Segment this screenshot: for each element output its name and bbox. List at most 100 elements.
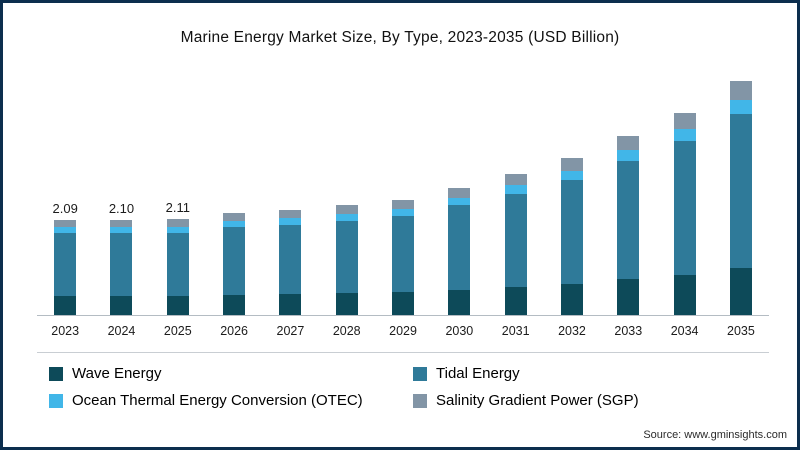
x-axis-label: 2028: [332, 324, 361, 338]
bar-segment: [392, 215, 415, 292]
bar-segment: [448, 289, 471, 315]
bar-segment: [54, 233, 77, 296]
legend-item-sgp: Salinity Gradient Power (SGP): [413, 392, 777, 409]
bar-segment: [560, 170, 583, 181]
wave-energy-swatch: [49, 366, 63, 381]
stacked-bar: [504, 174, 527, 315]
legend-item-otec: Ocean Thermal Energy Conversion (OTEC): [49, 392, 413, 409]
bar-segment: [279, 294, 302, 315]
chart-title: Marine Energy Market Size, By Type, 2023…: [180, 29, 620, 46]
bar-segment: [335, 205, 358, 214]
bar-segment: [560, 180, 583, 284]
plot-wrap: 2.09 2.10 2.11: [37, 65, 769, 316]
bar-segment: [166, 219, 189, 227]
bar-group-2028: [319, 65, 375, 315]
bar-group-2031: [488, 65, 544, 315]
plot-area: 2.09 2.10 2.11: [37, 65, 769, 316]
legend-label: Ocean Thermal Energy Conversion (OTEC): [72, 392, 363, 409]
stacked-bar: [448, 187, 471, 315]
bar-value-label: 2.09: [52, 201, 78, 217]
bar-segment: [110, 295, 133, 315]
bar-segment: [617, 160, 640, 280]
bar-segment: [392, 200, 415, 210]
bar-segment: [673, 112, 696, 129]
x-axis-labels: 2023 2024 2025 2026 2027 2028 2029 2030 2031 2032…: [37, 316, 769, 353]
legend-item-wave-energy: Wave Energy: [49, 365, 413, 382]
bar-segment: [504, 185, 527, 194]
bar-segment: [504, 193, 527, 287]
bar-segment: [560, 283, 583, 315]
bar-segment: [110, 226, 133, 233]
bar-segment: [223, 212, 246, 221]
legend-label: Wave Energy: [72, 365, 162, 382]
bar-group-2025: 2.11: [150, 65, 206, 315]
bar-segment: [335, 220, 358, 294]
stacked-bar: [560, 158, 583, 315]
stacked-bar: [392, 200, 415, 315]
x-axis-label: 2032: [558, 324, 586, 338]
x-axis-label: 2031: [501, 324, 530, 338]
stacked-bar: [729, 81, 752, 315]
bar-segment: [504, 174, 527, 186]
sgp-swatch: [413, 393, 427, 408]
bar-segment: [279, 218, 302, 225]
legend-label: Tidal Energy: [436, 365, 520, 382]
x-axis-label: 2035: [727, 324, 755, 338]
bar-segment: [617, 149, 640, 161]
stacked-bar: [279, 209, 302, 315]
x-axis-label: 2025: [163, 324, 192, 338]
bar-segment: [110, 232, 133, 296]
bar-value-label: 2.11: [165, 200, 190, 216]
bar-group-2026: [206, 65, 262, 315]
bar-segment: [448, 205, 471, 290]
bar-segment: [617, 279, 640, 315]
bar-segment: [54, 295, 77, 315]
bar-segment: [166, 232, 189, 296]
legend: Wave Energy Tidal Energy Ocean Thermal E…: [3, 353, 797, 409]
stacked-bar: [110, 219, 133, 315]
legend-label: Salinity Gradient Power (SGP): [436, 392, 639, 409]
bar-segment: [560, 158, 583, 171]
tidal-energy-swatch: [413, 366, 427, 381]
legend-item-tidal-energy: Tidal Energy: [413, 365, 777, 382]
stacked-bar: [223, 212, 246, 315]
bar-segment: [448, 197, 471, 206]
bar-segment: [392, 291, 415, 315]
stacked-bar: [335, 205, 358, 315]
bar-segment: [729, 113, 752, 269]
bar-segment: [448, 187, 471, 198]
bar-segment: [223, 227, 246, 295]
x-axis-label: 2029: [389, 324, 417, 338]
bar-group-2024: 2.10: [93, 65, 149, 315]
bar-group-2029: [375, 65, 431, 315]
bar-segment: [223, 220, 246, 228]
bar-segment: [223, 294, 246, 315]
stacked-bar: [673, 112, 696, 315]
bar-group-2034: [656, 65, 712, 315]
bar-segment: [54, 227, 77, 234]
stacked-bar: [54, 220, 77, 315]
bar-segment: [279, 224, 302, 295]
bar-group-2023: 2.09: [37, 65, 93, 315]
bar-segment: [166, 295, 189, 315]
bar-segment: [673, 128, 696, 141]
bar-segment: [166, 226, 189, 233]
bar-value-label: 2.10: [108, 200, 135, 216]
x-axis-label: 2027: [276, 324, 305, 338]
bar-group-2032: [544, 65, 600, 315]
stacked-bar: [617, 135, 640, 315]
bar-segment: [729, 81, 752, 100]
x-axis-label: 2023: [51, 324, 80, 338]
bar-group-2033: [600, 65, 656, 315]
bar-segment: [729, 268, 752, 315]
x-axis-label: 2026: [220, 324, 248, 338]
x-axis-label: 2024: [107, 324, 136, 338]
bar-segment: [279, 209, 302, 219]
bar-segment: [335, 293, 358, 315]
bar-group-2030: [431, 65, 487, 315]
bar-segment: [673, 140, 696, 275]
bar-segment: [110, 219, 133, 227]
bar-group-2035: [713, 65, 769, 315]
bar-segment: [392, 209, 415, 216]
